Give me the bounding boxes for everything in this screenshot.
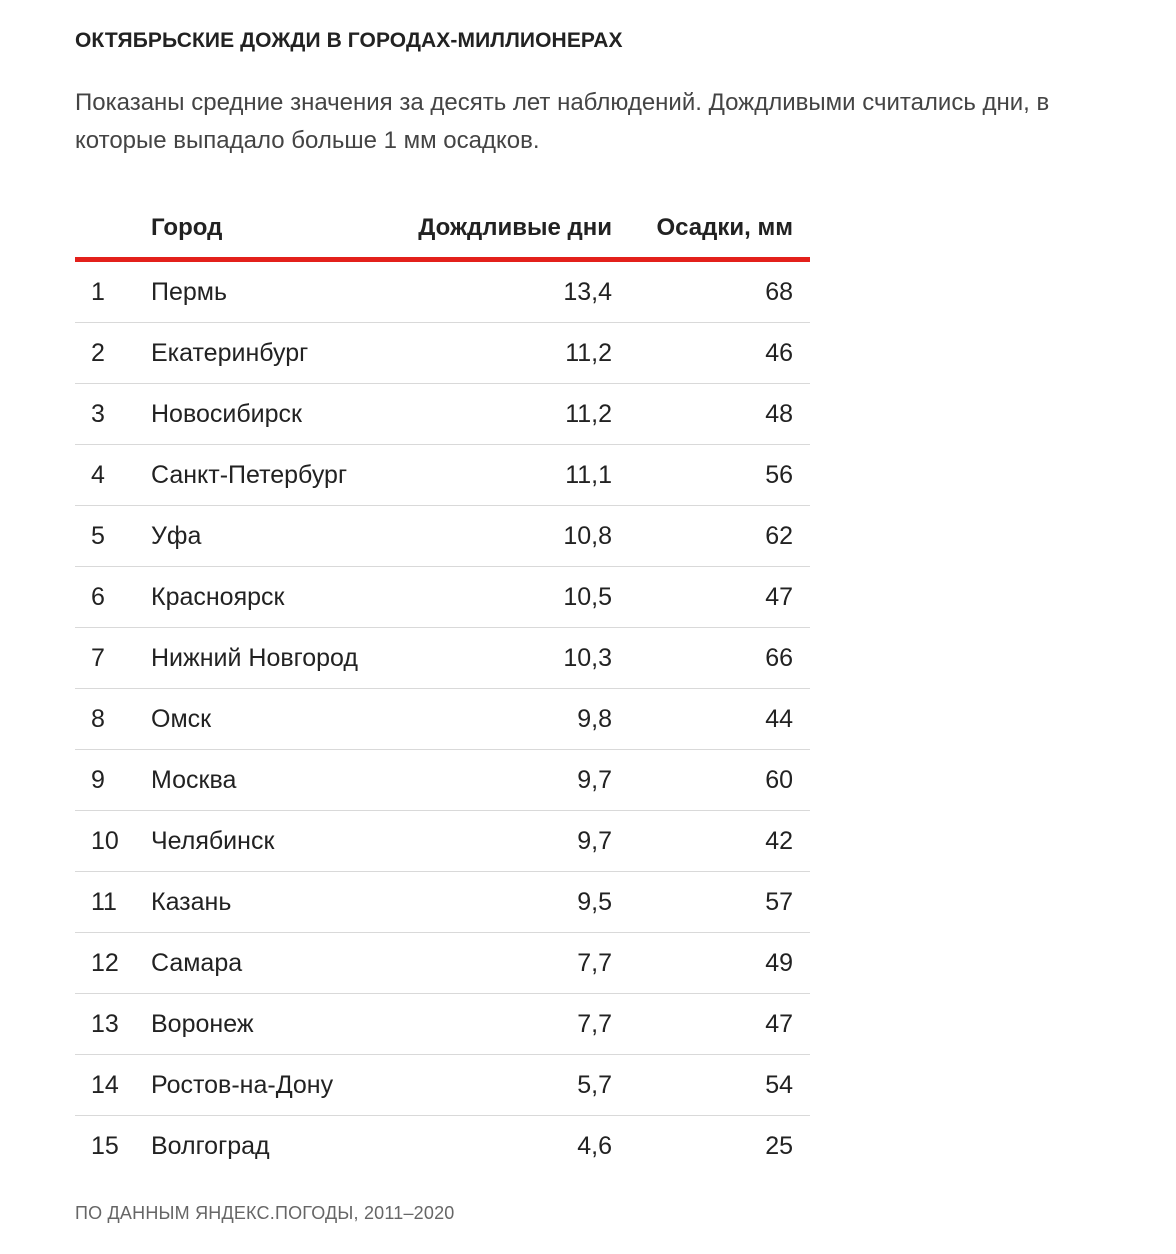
cell-rank: 10 <box>75 810 151 872</box>
table-row: 5 Уфа 10,8 62 <box>75 505 810 567</box>
cell-precipitation: 62 <box>612 505 810 567</box>
cell-rank: 12 <box>75 932 151 994</box>
cell-rainy-days: 10,3 <box>384 627 612 689</box>
cell-precipitation: 68 <box>612 259 810 323</box>
table-row: 10 Челябинск 9,7 42 <box>75 810 810 872</box>
cell-rainy-days: 11,2 <box>384 383 612 445</box>
cell-rank: 8 <box>75 688 151 750</box>
cell-rainy-days: 7,7 <box>384 932 612 994</box>
table-row: 9 Москва 9,7 60 <box>75 749 810 811</box>
table-header-row: Город Дождливые дни Осадки, мм <box>75 199 810 262</box>
table-row: 6 Красноярск 10,5 47 <box>75 566 810 628</box>
cell-city: Санкт-Петербург <box>151 444 384 506</box>
cell-city: Ростов-на-Дону <box>151 1054 384 1116</box>
source-note: ПО ДАННЫМ ЯНДЕКС.ПОГОДЫ, 2011–2020 <box>75 1203 455 1223</box>
table-row: 8 Омск 9,8 44 <box>75 688 810 750</box>
table-row: 1 Пермь 13,4 68 <box>75 259 810 323</box>
table-row: 7 Нижний Новгород 10,3 66 <box>75 627 810 689</box>
cell-rank: 2 <box>75 322 151 384</box>
cell-precipitation: 57 <box>612 871 810 933</box>
cell-city: Екатеринбург <box>151 322 384 384</box>
cell-city: Москва <box>151 749 384 811</box>
cell-city: Новосибирск <box>151 383 384 445</box>
cell-precipitation: 42 <box>612 810 810 872</box>
table-row: 11 Казань 9,5 57 <box>75 871 810 933</box>
cell-precipitation: 60 <box>612 749 810 811</box>
cell-rank: 4 <box>75 444 151 506</box>
cell-precipitation: 54 <box>612 1054 810 1116</box>
cell-rank: 6 <box>75 566 151 628</box>
cell-precipitation: 47 <box>612 993 810 1055</box>
cell-city: Волгоград <box>151 1131 270 1160</box>
cell-rainy-days: 5,7 <box>384 1054 612 1116</box>
cell-rank: 7 <box>75 627 151 689</box>
cell-precipitation: 48 <box>612 383 810 445</box>
cell-rainy-days: 9,7 <box>384 749 612 811</box>
cell-precipitation: 66 <box>612 627 810 689</box>
table-row: 12 Самара 7,7 49 <box>75 932 810 994</box>
cell-precipitation: 49 <box>612 932 810 994</box>
cell-city: Пермь <box>151 259 384 323</box>
cell-city: Красноярск <box>151 566 384 628</box>
table-row: 4 Санкт-Петербург 11,1 56 <box>75 444 810 506</box>
header-city: Город <box>151 199 384 262</box>
table-title: ОКТЯБРЬСКИЕ ДОЖДИ В ГОРОДАХ-МИЛЛИОНЕРАХ <box>75 29 623 52</box>
cell-city: Нижний Новгород <box>151 627 384 689</box>
header-rainy-days: Дождливые дни <box>384 199 612 262</box>
cell-rank: 5 <box>75 505 151 567</box>
cell-rainy-days: 4,6 <box>577 1131 612 1160</box>
cell-rainy-days: 7,7 <box>384 993 612 1055</box>
cell-rank: 11 <box>75 871 151 933</box>
cell-city: Казань <box>151 871 384 933</box>
cell-rainy-days: 11,2 <box>384 322 612 384</box>
table-description: Показаны средние значения за десять лет … <box>75 89 1050 154</box>
cell-rainy-days: 13,4 <box>384 259 612 323</box>
cell-rainy-days: 10,5 <box>384 566 612 628</box>
cell-precipitation: 47 <box>612 566 810 628</box>
cell-rainy-days: 9,8 <box>384 688 612 750</box>
header-precipitation: Осадки, мм <box>612 199 810 262</box>
cell-rainy-days: 9,7 <box>384 810 612 872</box>
table-row: 3 Новосибирск 11,2 48 <box>75 383 810 445</box>
table-row: 2 Екатеринбург 11,2 46 <box>75 322 810 384</box>
cell-rank: 13 <box>75 993 151 1055</box>
cell-city: Уфа <box>151 505 384 567</box>
cell-rank: 15 <box>91 1131 119 1160</box>
cell-rainy-days: 11,1 <box>384 444 612 506</box>
cell-city: Омск <box>151 688 384 750</box>
cell-rainy-days: 9,5 <box>384 871 612 933</box>
cell-rank: 3 <box>75 383 151 445</box>
header-rank <box>75 199 151 262</box>
cell-precipitation: 25 <box>765 1131 793 1160</box>
cell-rainy-days: 10,8 <box>384 505 612 567</box>
table-body: 1 Пермь 13,4 68 2 Екатеринбург 11,2 46 3 Новосиби… <box>75 259 810 1177</box>
cell-city: Самара <box>151 932 384 994</box>
cell-city: Воронеж <box>151 993 384 1055</box>
rain-table: Город Дождливые дни Осадки, мм 1 Пермь 13,… <box>75 199 810 1176</box>
cell-rank: 1 <box>75 259 151 323</box>
cell-precipitation: 56 <box>612 444 810 506</box>
table-row: 14 Ростов-на-Дону 5,7 54 <box>75 1054 810 1116</box>
cell-precipitation: 46 <box>612 322 810 384</box>
cell-rank: 14 <box>75 1054 151 1116</box>
cell-precipitation: 44 <box>612 688 810 750</box>
table-row: 15 Волгоград 4,6 25 <box>75 1116 810 1177</box>
table-row: 13 Воронеж 7,7 47 <box>75 993 810 1055</box>
cell-rank: 9 <box>75 749 151 811</box>
cell-city: Челябинск <box>151 810 384 872</box>
